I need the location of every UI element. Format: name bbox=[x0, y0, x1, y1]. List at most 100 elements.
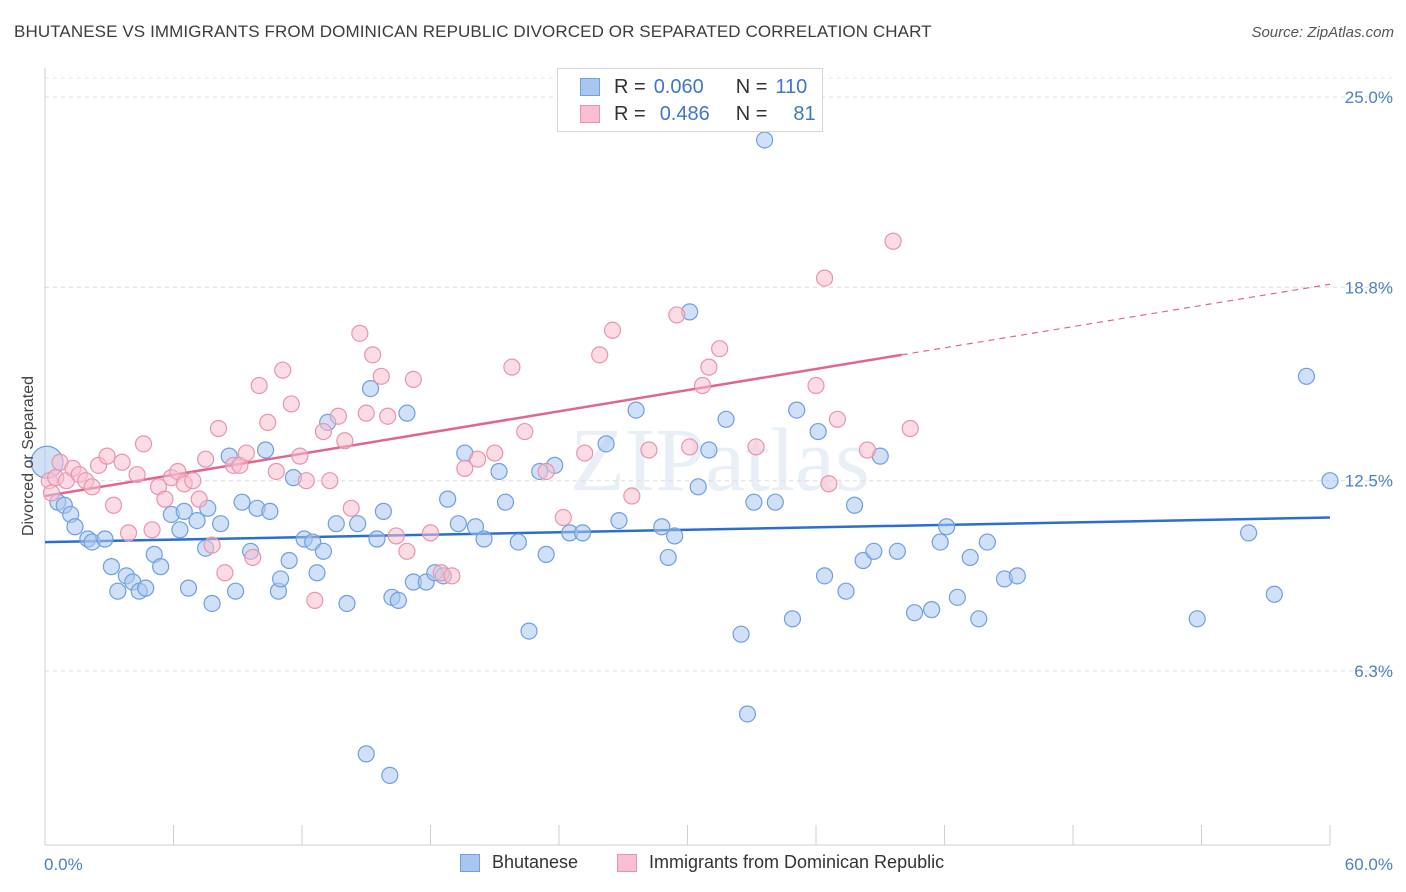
bhutanese-point bbox=[152, 558, 170, 576]
bhutanese-point bbox=[361, 380, 380, 398]
bhutanese-point bbox=[689, 478, 707, 496]
bhutanese-point bbox=[175, 502, 193, 520]
legend-item-bhutanese[interactable]: Bhutanese bbox=[460, 852, 578, 873]
bhutanese-point bbox=[308, 564, 326, 582]
bhutanese-point bbox=[537, 545, 555, 563]
bhutanese-point bbox=[96, 530, 114, 548]
legend-item-dominican[interactable]: Immigrants from Dominican Republic bbox=[617, 852, 944, 873]
bhutanese-point bbox=[1188, 610, 1206, 628]
bhutanese-point bbox=[1297, 367, 1316, 385]
bhutanese-point bbox=[171, 521, 189, 539]
legend-r-label: R = bbox=[614, 75, 646, 98]
bhutanese-point bbox=[732, 625, 750, 643]
bhutanese-point bbox=[179, 579, 198, 597]
legend-swatch-pink bbox=[580, 105, 600, 123]
bhutanese-point bbox=[475, 530, 493, 548]
bhutanese-point bbox=[865, 542, 883, 560]
dominican-point bbox=[623, 487, 641, 505]
bhutanese-point bbox=[815, 567, 834, 585]
bhutanese-point bbox=[374, 502, 392, 520]
bhutanese-point bbox=[755, 131, 774, 149]
bhutanese-point bbox=[597, 435, 615, 453]
dominican-point bbox=[274, 361, 292, 379]
dominican-point bbox=[640, 441, 658, 459]
bhutanese-point bbox=[520, 622, 538, 640]
bhutanese-point bbox=[653, 518, 671, 536]
dominican-point bbox=[267, 462, 285, 481]
dominican-point bbox=[858, 441, 877, 459]
dominican-point bbox=[203, 536, 221, 554]
dominican-point bbox=[113, 453, 131, 471]
dominican-point bbox=[379, 407, 397, 425]
dominican-point bbox=[421, 524, 440, 542]
dominican-point bbox=[820, 475, 838, 493]
dominican-point bbox=[306, 591, 324, 610]
bhutanese-point bbox=[109, 582, 127, 600]
legend-r-label: R = bbox=[614, 102, 646, 125]
bhutanese-point bbox=[978, 533, 996, 551]
dominican-trend-line-extension bbox=[901, 283, 1331, 356]
bhutanese-point bbox=[271, 570, 290, 588]
dominican-point bbox=[747, 438, 765, 456]
bhutanese-point bbox=[188, 511, 206, 530]
dominican-point bbox=[700, 358, 718, 376]
legend-label: Bhutanese bbox=[492, 852, 579, 872]
bhutanese-point bbox=[961, 548, 979, 567]
legend-label: Immigrants from Dominican Republic bbox=[649, 852, 945, 872]
dominican-point bbox=[98, 447, 116, 465]
y-tick-label: 6.3% bbox=[1354, 662, 1393, 681]
bhutanese-point bbox=[783, 610, 802, 628]
dominican-point bbox=[815, 269, 834, 287]
bhutanese-point bbox=[745, 493, 763, 511]
bhutanese-point bbox=[449, 515, 467, 533]
bhutanese-point bbox=[1240, 524, 1258, 542]
bhutanese-point bbox=[338, 594, 356, 613]
dominican-point bbox=[134, 435, 153, 453]
bhutanese-point bbox=[809, 422, 827, 441]
dominican-point bbox=[693, 376, 712, 395]
dominican-point bbox=[321, 472, 339, 490]
legend-n-value: 81 bbox=[793, 102, 816, 125]
bhutanese-point bbox=[905, 604, 924, 622]
trend-lines bbox=[44, 283, 1331, 544]
bhutanese-point bbox=[349, 515, 367, 533]
legend-row-dominican: R = 0.486 N = 81 bbox=[580, 102, 816, 126]
bhutanese-point bbox=[509, 533, 527, 551]
dominican-point bbox=[576, 444, 594, 462]
bhutanese-point bbox=[389, 591, 407, 610]
bhutanese-point bbox=[327, 515, 345, 533]
legend-row-bhutanese: R = 0.060 N = 110 bbox=[580, 75, 807, 99]
legend-r-value: 0.060 bbox=[653, 75, 704, 98]
legend-swatch-pink bbox=[617, 853, 637, 872]
dominican-point bbox=[711, 340, 729, 358]
dominican-point bbox=[42, 484, 61, 502]
bhutanese-point bbox=[256, 441, 275, 459]
bhutanese-point bbox=[66, 518, 84, 536]
bhutanese-point bbox=[368, 530, 386, 548]
bhutanese-point bbox=[970, 610, 988, 628]
bhutanese-point bbox=[212, 515, 230, 533]
dominican-point bbox=[456, 459, 474, 478]
bhutanese-point bbox=[439, 490, 457, 508]
bhutanese-point bbox=[496, 493, 515, 511]
bhutanese-point bbox=[233, 493, 251, 511]
dominican-point bbox=[901, 419, 919, 438]
dominican-point bbox=[342, 499, 360, 517]
bhutanese-point bbox=[766, 493, 784, 511]
dominican-point bbox=[297, 472, 315, 490]
dominican-point bbox=[184, 472, 202, 490]
dominican-point bbox=[807, 376, 825, 395]
dominican-point bbox=[387, 527, 405, 545]
chart-title: BHUTANESE VS IMMIGRANTS FROM DOMINICAN R… bbox=[14, 22, 932, 41]
bhutanese-point bbox=[137, 579, 155, 597]
dominican-point bbox=[357, 404, 375, 422]
tick-labels: 6.3% 12.5% 18.8% 25.0% 0.0% 60.0% bbox=[44, 88, 1393, 874]
dominican-point bbox=[190, 490, 208, 508]
watermark: ZIPatlas bbox=[570, 411, 870, 510]
legend-swatch-blue bbox=[580, 78, 600, 96]
bhutanese-point bbox=[227, 582, 245, 600]
dominican-point bbox=[119, 524, 138, 542]
bhutanese-point bbox=[381, 766, 399, 784]
dominican-point bbox=[237, 444, 255, 462]
chart-source: Source: ZipAtlas.com bbox=[1251, 24, 1394, 41]
